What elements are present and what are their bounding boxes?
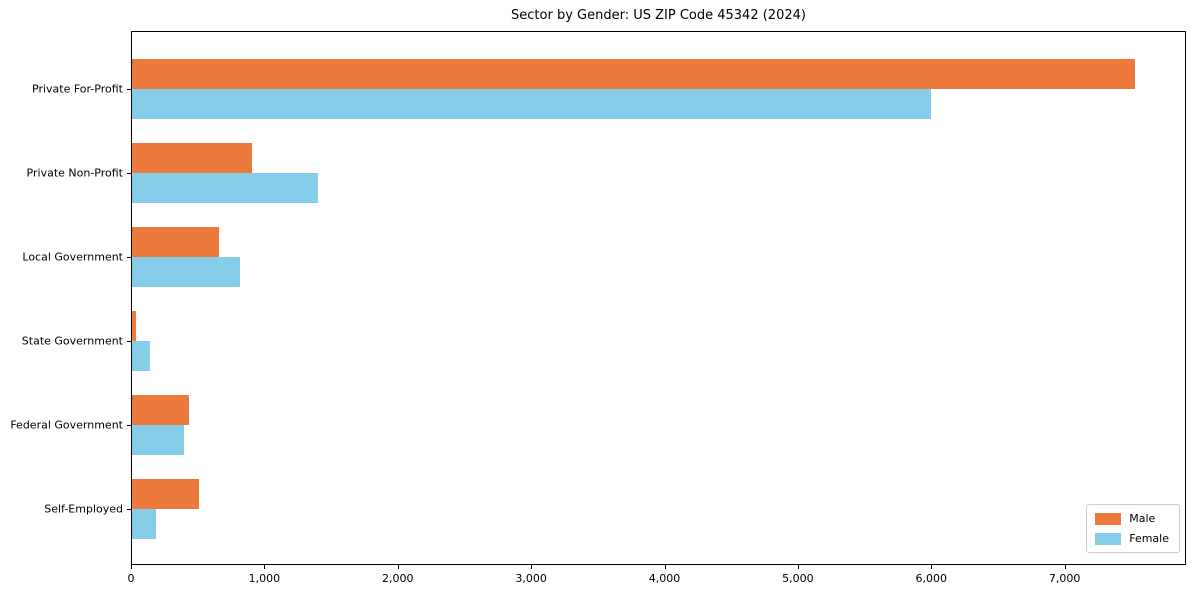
xtick-label: 5,000 bbox=[782, 572, 814, 585]
bar-male-0 bbox=[132, 59, 1136, 89]
ytick-mark bbox=[127, 173, 131, 174]
xtick-label: 1,000 bbox=[248, 572, 281, 585]
xtick-mark bbox=[397, 565, 399, 569]
xtick-mark bbox=[664, 565, 666, 569]
legend-label-female: Female bbox=[1129, 532, 1169, 545]
ytick-mark bbox=[127, 257, 131, 258]
bar-male-2 bbox=[132, 227, 220, 257]
xtick-label: 0 bbox=[127, 572, 135, 585]
ytick-label: State Government bbox=[21, 334, 123, 348]
ytick-label: Self-Employed bbox=[44, 502, 123, 516]
xtick-label: 7,000 bbox=[1048, 572, 1081, 585]
xtick-mark bbox=[531, 565, 533, 569]
ytick-label: Private Non-Profit bbox=[26, 166, 123, 180]
xtick-mark bbox=[131, 565, 132, 569]
bar-male-1 bbox=[132, 143, 253, 173]
legend-swatch-female bbox=[1095, 532, 1122, 545]
xtick-mark bbox=[1064, 565, 1066, 569]
ytick-mark bbox=[127, 509, 131, 510]
legend-item-male: Male bbox=[1095, 512, 1169, 525]
chart-title: Sector by Gender: US ZIP Code 45342 (202… bbox=[511, 8, 806, 23]
bar-female-2 bbox=[132, 257, 240, 287]
xtick-label: 2,000 bbox=[382, 572, 414, 585]
legend-swatch-male bbox=[1095, 512, 1122, 525]
xtick-label: 4,000 bbox=[648, 572, 681, 585]
xtick-mark bbox=[931, 565, 933, 569]
plot-area bbox=[131, 31, 1186, 565]
ytick-label: Private For-Profit bbox=[32, 82, 123, 96]
bar-male-3 bbox=[132, 311, 136, 341]
ytick-label: Local Government bbox=[22, 250, 123, 264]
bar-male-4 bbox=[132, 395, 190, 425]
xtick-label: 3,000 bbox=[515, 572, 547, 585]
bar-female-3 bbox=[132, 341, 150, 371]
legend-label-male: Male bbox=[1129, 512, 1156, 525]
bar-male-5 bbox=[132, 479, 200, 509]
xtick-mark bbox=[797, 565, 799, 569]
bar-female-5 bbox=[132, 509, 156, 539]
ytick-mark bbox=[127, 425, 131, 426]
legend: Male Female bbox=[1086, 504, 1180, 553]
xtick-label: 6,000 bbox=[915, 572, 948, 585]
xtick-mark bbox=[264, 565, 266, 569]
bar-female-4 bbox=[132, 425, 185, 455]
ytick-mark bbox=[127, 89, 131, 90]
ytick-mark bbox=[127, 341, 131, 342]
bar-female-0 bbox=[132, 89, 932, 119]
bar-female-1 bbox=[132, 173, 318, 203]
legend-item-female: Female bbox=[1095, 532, 1169, 545]
ytick-label: Federal Government bbox=[10, 418, 123, 432]
